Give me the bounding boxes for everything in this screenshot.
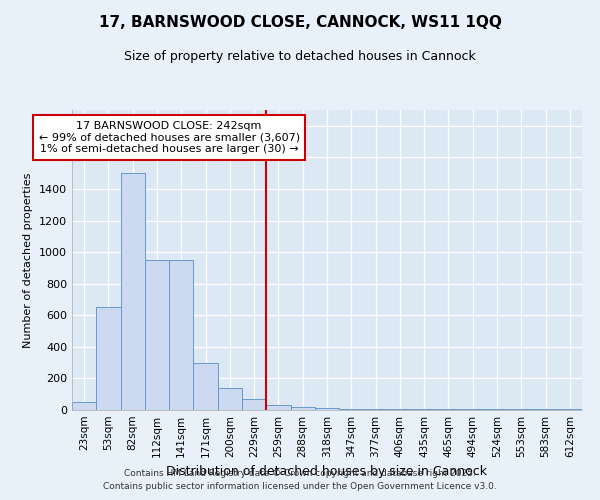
Text: 17 BARNSWOOD CLOSE: 242sqm
← 99% of detached houses are smaller (3,607)
1% of se: 17 BARNSWOOD CLOSE: 242sqm ← 99% of deta…: [38, 121, 300, 154]
Bar: [96, 308, 121, 410]
Bar: [364, 409, 388, 410]
Bar: [242, 399, 266, 410]
Bar: [436, 409, 461, 410]
Bar: [315, 408, 339, 410]
Bar: [290, 407, 315, 410]
X-axis label: Distribution of detached houses by size in Cannock: Distribution of detached houses by size …: [167, 466, 487, 478]
Text: Contains HM Land Registry data © Crown copyright and database right 2025.: Contains HM Land Registry data © Crown c…: [124, 468, 476, 477]
Bar: [509, 409, 533, 410]
Bar: [412, 409, 436, 410]
Bar: [558, 409, 582, 410]
Bar: [218, 388, 242, 410]
Bar: [485, 409, 509, 410]
Bar: [388, 409, 412, 410]
Bar: [461, 409, 485, 410]
Bar: [266, 406, 290, 410]
Bar: [121, 173, 145, 410]
Bar: [145, 260, 169, 410]
Bar: [339, 409, 364, 410]
Bar: [72, 402, 96, 410]
Text: 17, BARNSWOOD CLOSE, CANNOCK, WS11 1QQ: 17, BARNSWOOD CLOSE, CANNOCK, WS11 1QQ: [98, 15, 502, 30]
Y-axis label: Number of detached properties: Number of detached properties: [23, 172, 34, 348]
Bar: [169, 260, 193, 410]
Bar: [193, 362, 218, 410]
Bar: [533, 409, 558, 410]
Text: Size of property relative to detached houses in Cannock: Size of property relative to detached ho…: [124, 50, 476, 63]
Text: Contains public sector information licensed under the Open Government Licence v3: Contains public sector information licen…: [103, 482, 497, 491]
